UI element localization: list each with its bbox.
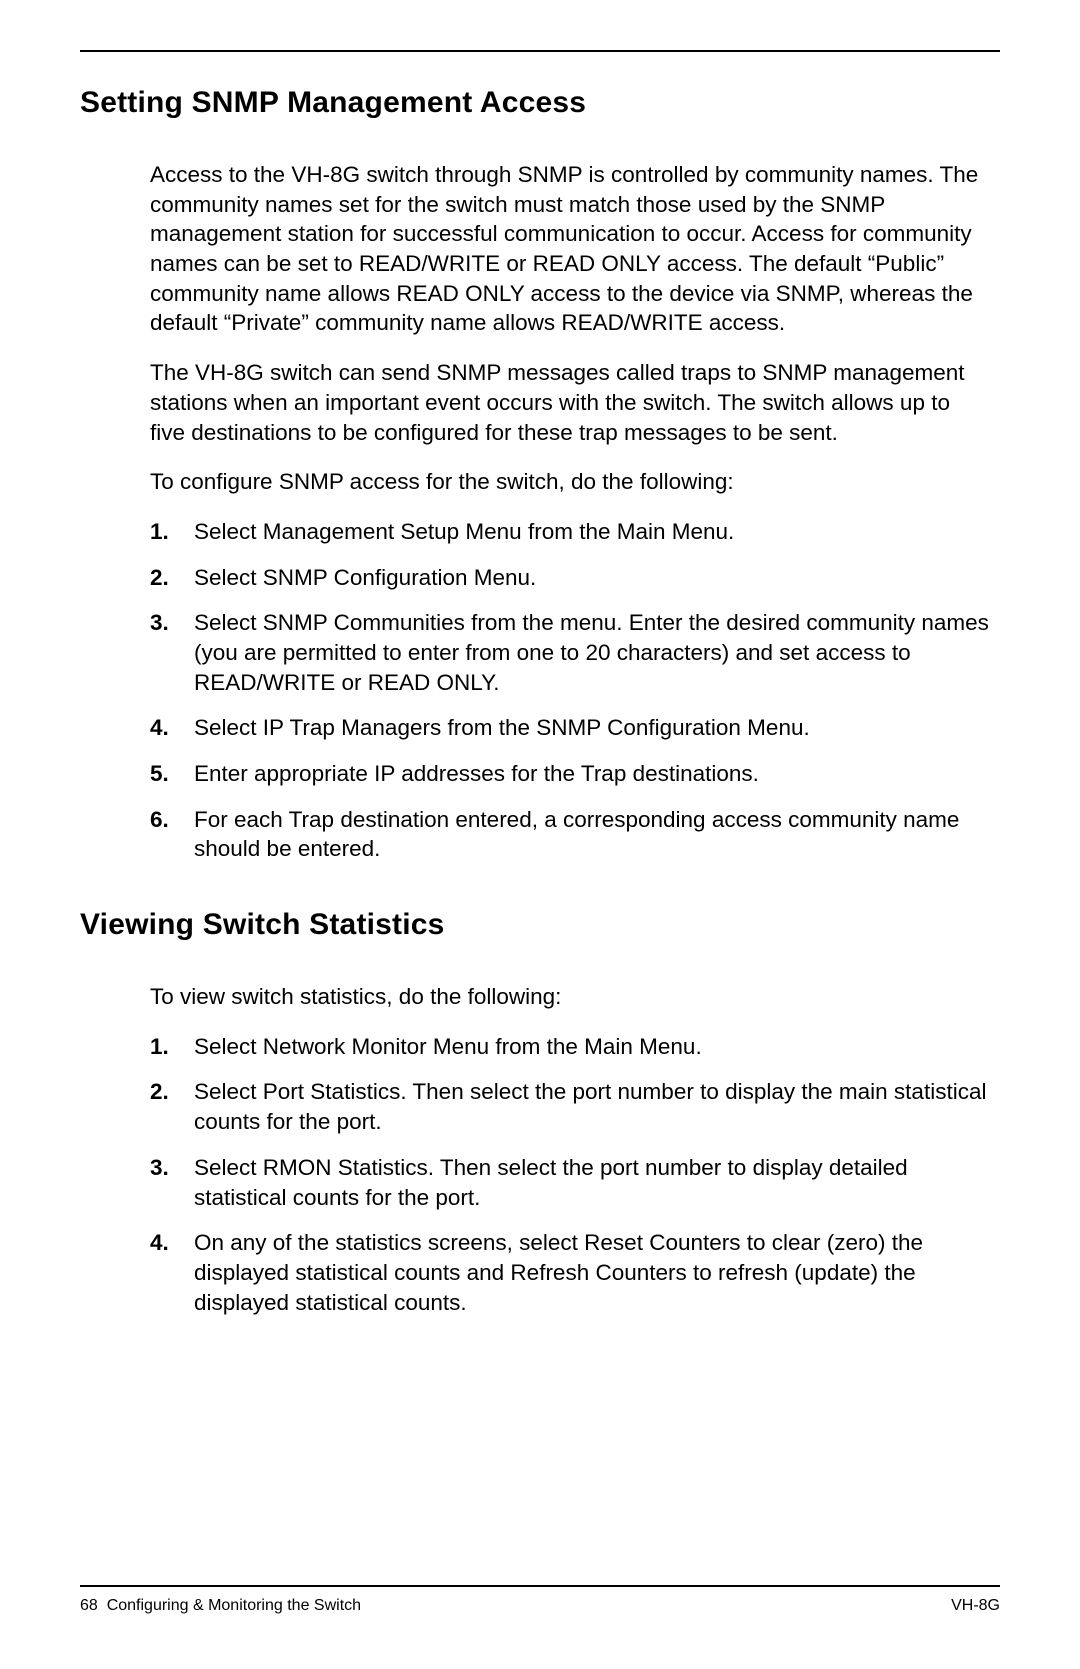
- list-item: 6. For each Trap destination entered, a …: [150, 805, 990, 864]
- footer-product: VH-8G: [951, 1597, 1000, 1615]
- footer-left: 68 Configuring & Monitoring the Switch: [80, 1597, 361, 1615]
- list-item: 3. Select SNMP Communities from the menu…: [150, 608, 990, 697]
- list-item: 1. Select Management Setup Menu from the…: [150, 517, 990, 547]
- list-number: 4.: [150, 713, 194, 743]
- list-text: Select Port Statistics. Then select the …: [194, 1077, 990, 1136]
- footer-horizontal-rule: [80, 1585, 1000, 1587]
- list-text: On any of the statistics screens, select…: [194, 1228, 990, 1317]
- top-horizontal-rule: [80, 50, 1000, 52]
- ordered-list-snmp: 1. Select Management Setup Menu from the…: [150, 517, 990, 864]
- section-heading-snmp: Setting SNMP Management Access: [80, 86, 1000, 120]
- section-gap: [80, 880, 1000, 908]
- list-number: 6.: [150, 805, 194, 835]
- list-number: 4.: [150, 1228, 194, 1258]
- page-footer: 68 Configuring & Monitoring the Switch V…: [80, 1585, 1000, 1615]
- list-item: 1. Select Network Monitor Menu from the …: [150, 1032, 990, 1062]
- list-number: 1.: [150, 517, 194, 547]
- section-heading-statistics: Viewing Switch Statistics: [80, 908, 1000, 942]
- paragraph: To configure SNMP access for the switch,…: [150, 467, 990, 497]
- footer-page-number: 68: [80, 1597, 98, 1614]
- list-text: Select SNMP Communities from the menu. E…: [194, 608, 990, 697]
- list-number: 3.: [150, 608, 194, 638]
- list-number: 2.: [150, 1077, 194, 1107]
- list-number: 3.: [150, 1153, 194, 1183]
- list-item: 4. On any of the statistics screens, sel…: [150, 1228, 990, 1317]
- list-text: Select SNMP Configuration Menu.: [194, 563, 990, 593]
- list-text: Select Management Setup Menu from the Ma…: [194, 517, 990, 547]
- list-item: 3. Select RMON Statistics. Then select t…: [150, 1153, 990, 1212]
- list-item: 2. Select Port Statistics. Then select t…: [150, 1077, 990, 1136]
- list-text: Enter appropriate IP addresses for the T…: [194, 759, 990, 789]
- list-number: 1.: [150, 1032, 194, 1062]
- footer-chapter: Configuring & Monitoring the Switch: [107, 1597, 361, 1614]
- list-number: 2.: [150, 563, 194, 593]
- list-item: 5. Enter appropriate IP addresses for th…: [150, 759, 990, 789]
- list-text: For each Trap destination entered, a cor…: [194, 805, 990, 864]
- list-text: Select Network Monitor Menu from the Mai…: [194, 1032, 990, 1062]
- list-text: Select IP Trap Managers from the SNMP Co…: [194, 713, 990, 743]
- list-number: 5.: [150, 759, 194, 789]
- list-item: 2. Select SNMP Configuration Menu.: [150, 563, 990, 593]
- list-item: 4. Select IP Trap Managers from the SNMP…: [150, 713, 990, 743]
- paragraph: The VH-8G switch can send SNMP messages …: [150, 358, 990, 447]
- paragraph: To view switch statistics, do the follow…: [150, 982, 990, 1012]
- section-snmp-body: Access to the VH-8G switch through SNMP …: [80, 160, 1000, 864]
- paragraph: Access to the VH-8G switch through SNMP …: [150, 160, 990, 338]
- section-statistics-body: To view switch statistics, do the follow…: [80, 982, 1000, 1317]
- page: Setting SNMP Management Access Access to…: [0, 0, 1080, 1669]
- ordered-list-statistics: 1. Select Network Monitor Menu from the …: [150, 1032, 990, 1318]
- list-text: Select RMON Statistics. Then select the …: [194, 1153, 990, 1212]
- footer-row: 68 Configuring & Monitoring the Switch V…: [80, 1597, 1000, 1615]
